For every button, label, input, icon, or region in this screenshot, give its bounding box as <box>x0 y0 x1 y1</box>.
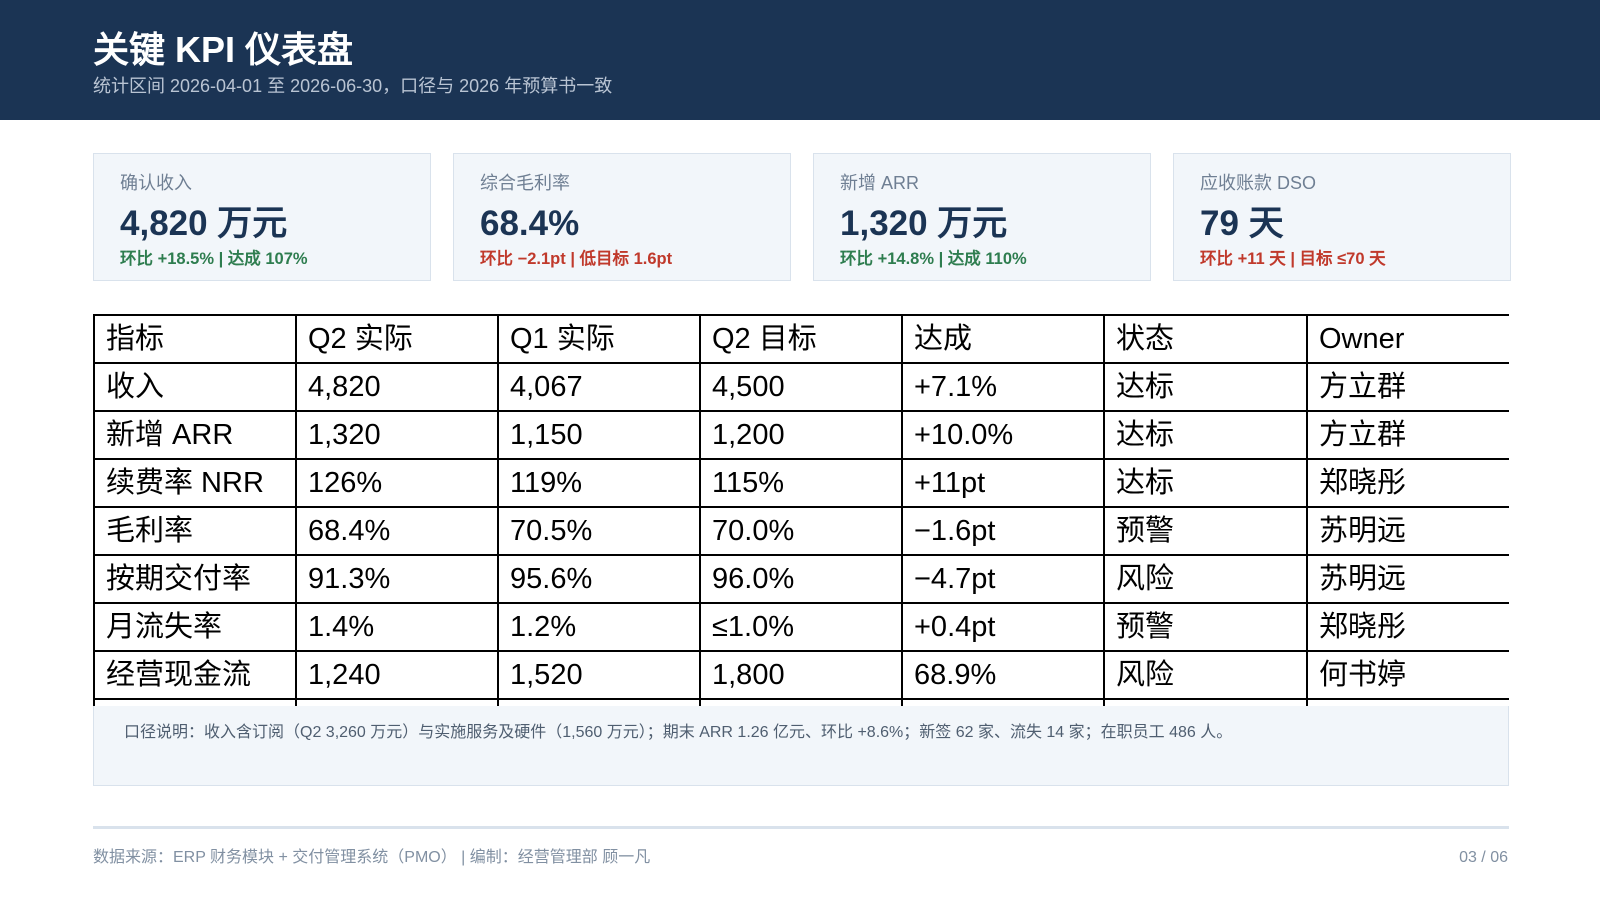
kpi-card-revenue: 确认收入 4,820 万元 环比 +18.5% | 达成 107% <box>93 153 431 281</box>
table-cell: 郑晓彤 <box>1306 602 1509 652</box>
table-header-cell: 状态 <box>1103 314 1308 364</box>
table-cell: 按期交付率 <box>93 554 297 604</box>
table-header-row: 指标 Q2 实际 Q1 实际 Q2 目标 达成 状态 Owner <box>93 314 1509 364</box>
table-cell: 风险 <box>1103 650 1308 700</box>
table-cell: 达标 <box>1103 410 1308 460</box>
table-cell: 95.6% <box>497 554 701 604</box>
table-cell: −1.6pt <box>901 506 1105 556</box>
table-header-cell: Q1 实际 <box>497 314 701 364</box>
methodology-note: 口径说明：收入含订阅（Q2 3,260 万元）与实施服务及硬件（1,560 万元… <box>124 724 1233 741</box>
table-cell: 达标 <box>1103 362 1308 412</box>
kpi-table-container: 指标 Q2 实际 Q1 实际 Q2 目标 达成 状态 Owner 收入 4,820 4,067 4,… <box>93 314 1509 706</box>
table-cell: 月流失率 <box>93 602 297 652</box>
kpi-label: 应收账款 DSO <box>1200 173 1317 193</box>
table-cell: −4.7pt <box>901 554 1105 604</box>
table-cell: +10.0% <box>901 410 1105 460</box>
table-cell <box>497 698 701 706</box>
kpi-card-new-arr: 新增 ARR 1,320 万元 环比 +14.8% | 达成 110% <box>813 153 1151 281</box>
kpi-label: 综合毛利率 <box>480 173 570 193</box>
table-cell: 续费率 NRR <box>93 458 297 508</box>
table-row <box>93 698 1509 706</box>
table-cell: 预警 <box>1103 506 1308 556</box>
kpi-card-row: 确认收入 4,820 万元 环比 +18.5% | 达成 107% 综合毛利率 … <box>93 153 1511 281</box>
table-cell <box>1103 698 1308 706</box>
kpi-table: 指标 Q2 实际 Q1 实际 Q2 目标 达成 状态 Owner 收入 4,820 4,067 4,… <box>93 314 1509 706</box>
table-row: 经营现金流 1,240 1,520 1,800 68.9% 风险 何书婷 <box>93 650 1509 700</box>
table-cell: 1.4% <box>295 602 499 652</box>
kpi-value: 68.4% <box>480 204 580 243</box>
table-cell: 1,240 <box>295 650 499 700</box>
table-cell: 68.9% <box>901 650 1105 700</box>
table-cell <box>93 698 297 706</box>
table-cell: 方立群 <box>1306 362 1509 412</box>
table-cell: 苏明远 <box>1306 554 1509 604</box>
table-cell: +0.4pt <box>901 602 1105 652</box>
table-cell: 郑晓彤 <box>1306 458 1509 508</box>
page-header: 关键 KPI 仪表盘 统计区间 2026-04-01 至 2026-06-30，… <box>0 0 1600 120</box>
table-cell: 何书婷 <box>1306 650 1509 700</box>
kpi-label: 新增 ARR <box>840 173 920 193</box>
kpi-card-dso: 应收账款 DSO 79 天 环比 +11 天 | 目标 ≤70 天 <box>1173 153 1511 281</box>
table-cell: 风险 <box>1103 554 1308 604</box>
kpi-value: 1,320 万元 <box>840 204 1008 243</box>
table-cell: +11pt <box>901 458 1105 508</box>
footer-source: 数据来源：ERP 财务模块 + 交付管理系统（PMO） | 编制：经营管理部 顾… <box>93 849 651 866</box>
table-cell: 预警 <box>1103 602 1308 652</box>
table-cell: 苏明远 <box>1306 506 1509 556</box>
kpi-label: 确认收入 <box>120 173 192 193</box>
table-cell: 经营现金流 <box>93 650 297 700</box>
table-row: 续费率 NRR 126% 119% 115% +11pt 达标 郑晓彤 <box>93 458 1509 508</box>
table-cell: 115% <box>699 458 903 508</box>
table-cell: 1,320 <box>295 410 499 460</box>
table-row: 按期交付率 91.3% 95.6% 96.0% −4.7pt 风险 苏明远 <box>93 554 1509 604</box>
table-cell: 毛利率 <box>93 506 297 556</box>
table-cell: 68.4% <box>295 506 499 556</box>
table-header-cell: 达成 <box>901 314 1105 364</box>
footer-divider <box>93 826 1509 829</box>
table-row: 收入 4,820 4,067 4,500 +7.1% 达标 方立群 <box>93 362 1509 412</box>
kpi-delta: 环比 +18.5% | 达成 107% <box>120 250 308 268</box>
table-cell: 4,500 <box>699 362 903 412</box>
methodology-note-box: 口径说明：收入含订阅（Q2 3,260 万元）与实施服务及硬件（1,560 万元… <box>93 706 1509 786</box>
table-cell: 方立群 <box>1306 410 1509 460</box>
table-row: 月流失率 1.4% 1.2% ≤1.0% +0.4pt 预警 郑晓彤 <box>93 602 1509 652</box>
kpi-delta: 环比 −2.1pt | 低目标 1.6pt <box>480 250 673 268</box>
page-subtitle: 统计区间 2026-04-01 至 2026-06-30，口径与 2026 年预… <box>93 76 613 96</box>
table-header-cell: Q2 实际 <box>295 314 499 364</box>
table-cell <box>1306 698 1509 706</box>
table-cell: 4,820 <box>295 362 499 412</box>
table-cell: 达标 <box>1103 458 1308 508</box>
kpi-value: 4,820 万元 <box>120 204 288 243</box>
table-row: 新增 ARR 1,320 1,150 1,200 +10.0% 达标 方立群 <box>93 410 1509 460</box>
table-cell <box>699 698 903 706</box>
table-cell: 1,520 <box>497 650 701 700</box>
table-cell: 70.0% <box>699 506 903 556</box>
kpi-value: 79 天 <box>1200 204 1284 243</box>
kpi-delta: 环比 +11 天 | 目标 ≤70 天 <box>1200 250 1386 268</box>
table-cell: 1.2% <box>497 602 701 652</box>
page-number: 03 / 06 <box>1459 849 1508 866</box>
table-cell: 96.0% <box>699 554 903 604</box>
table-cell: +7.1% <box>901 362 1105 412</box>
table-cell: 1,150 <box>497 410 701 460</box>
table-cell: ≤1.0% <box>699 602 903 652</box>
table-cell <box>295 698 499 706</box>
table-row: 毛利率 68.4% 70.5% 70.0% −1.6pt 预警 苏明远 <box>93 506 1509 556</box>
table-cell: 1,200 <box>699 410 903 460</box>
table-cell: 70.5% <box>497 506 701 556</box>
table-cell: 收入 <box>93 362 297 412</box>
kpi-delta: 环比 +14.8% | 达成 110% <box>840 250 1027 268</box>
table-header-cell: 指标 <box>93 314 297 364</box>
table-header-cell: Owner <box>1306 314 1509 364</box>
table-cell: 新增 ARR <box>93 410 297 460</box>
table-header-cell: Q2 目标 <box>699 314 903 364</box>
table-cell: 119% <box>497 458 701 508</box>
page-title: 关键 KPI 仪表盘 <box>93 29 354 70</box>
table-cell: 1,800 <box>699 650 903 700</box>
table-cell: 126% <box>295 458 499 508</box>
table-cell: 91.3% <box>295 554 499 604</box>
kpi-card-gross-margin: 综合毛利率 68.4% 环比 −2.1pt | 低目标 1.6pt <box>453 153 791 281</box>
table-cell: 4,067 <box>497 362 701 412</box>
table-cell <box>901 698 1105 706</box>
